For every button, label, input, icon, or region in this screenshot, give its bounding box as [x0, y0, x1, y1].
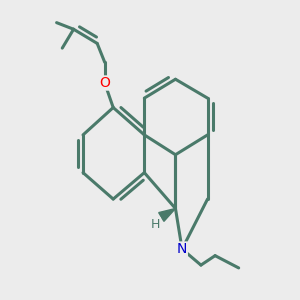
Text: N: N	[177, 242, 187, 256]
Text: O: O	[99, 76, 110, 90]
Text: H: H	[151, 218, 160, 231]
Polygon shape	[159, 208, 176, 221]
